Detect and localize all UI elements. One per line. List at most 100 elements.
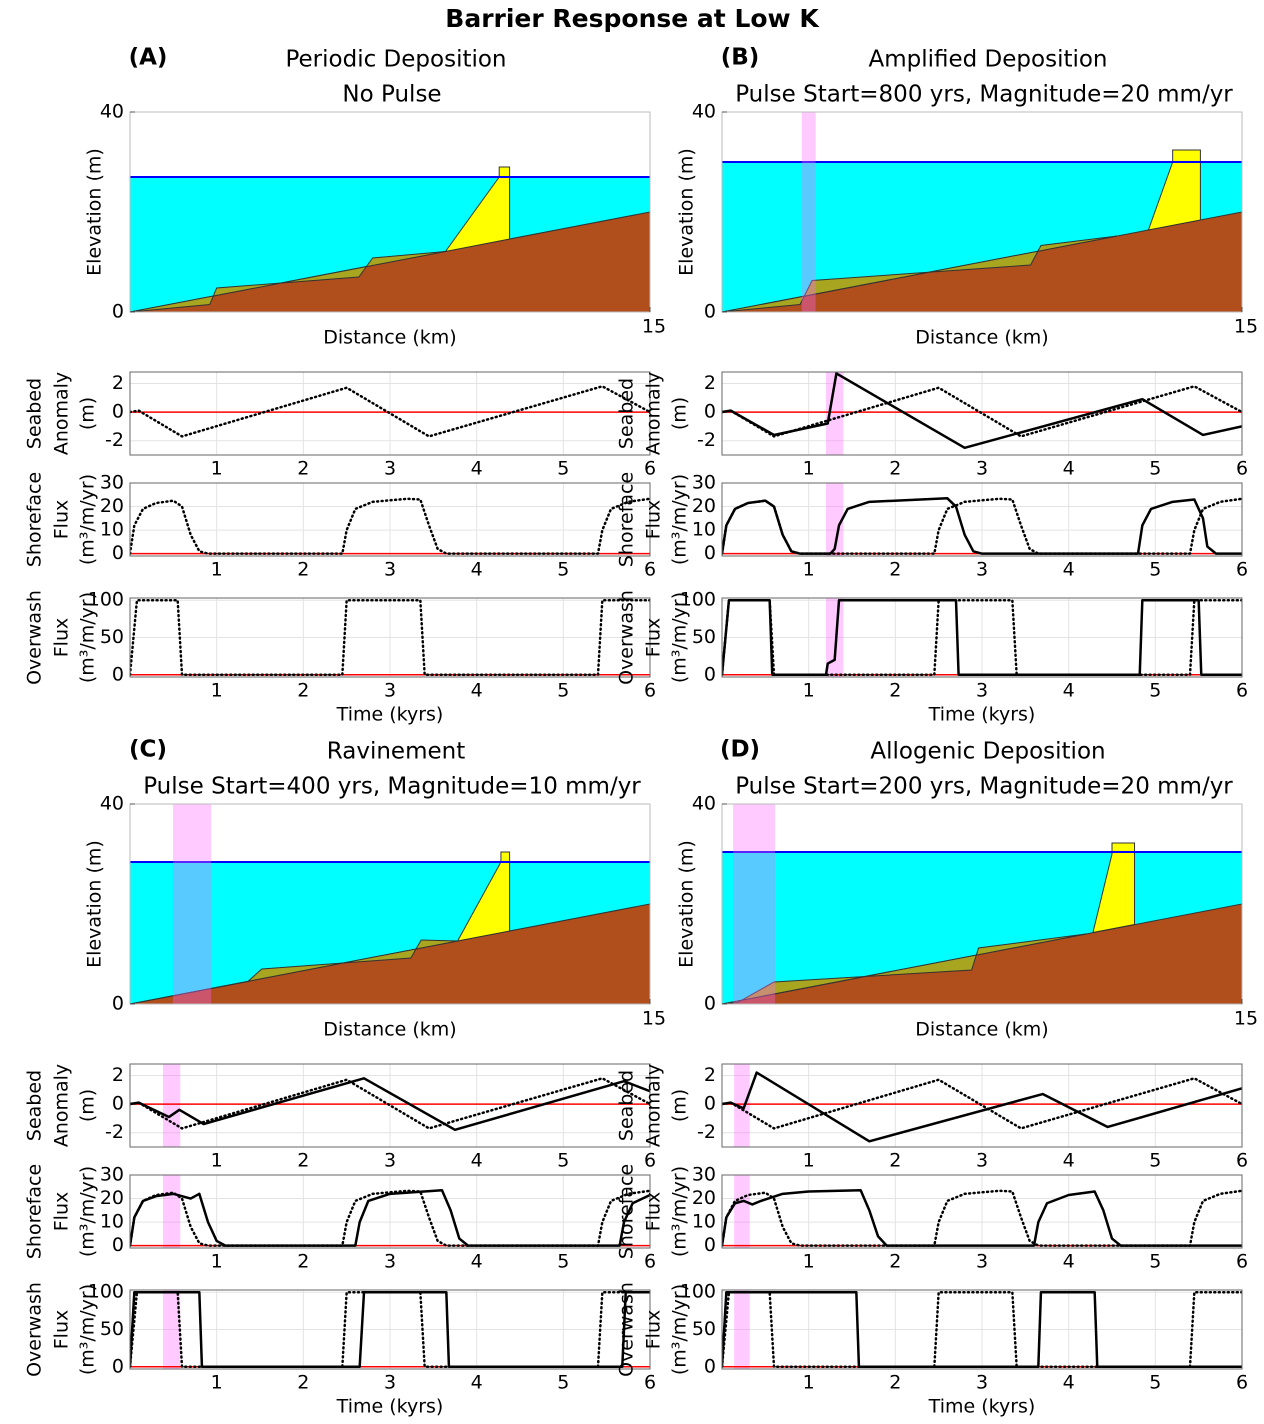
- y-axis-label: (m): [77, 397, 99, 430]
- x-tick-label: 3: [384, 559, 396, 581]
- y-tick-label: 0: [704, 1234, 716, 1256]
- y-tick-label: 40: [692, 101, 716, 123]
- x-tick-label: 2: [297, 458, 309, 480]
- x-tick-label: 5: [557, 680, 569, 702]
- pulse-series: [722, 497, 1242, 555]
- y-axis-label: Shoreface: [24, 1164, 46, 1259]
- y-axis-label: (m³/m/yr): [669, 1166, 691, 1257]
- axes-box: [129, 1289, 651, 1370]
- y-axis-label: Overwash: [616, 590, 638, 685]
- pulse-band: [162, 1064, 181, 1147]
- y-tick-label: 0: [704, 663, 716, 685]
- axes-box: [721, 111, 1243, 313]
- x-tick-label: 4: [1063, 1150, 1075, 1172]
- y-axis-label: Elevation (m): [676, 840, 698, 968]
- y-axis-label: (m³/m/yr): [669, 474, 691, 565]
- x-tick-label: 15: [642, 316, 666, 338]
- y-axis-label: Anomaly: [643, 1064, 665, 1147]
- x-tick-label: 15: [1234, 1008, 1258, 1030]
- x-axis-label: Time (kyrs): [928, 1396, 1036, 1418]
- axes-box: [129, 371, 651, 456]
- x-tick-label: 5: [557, 1372, 569, 1394]
- pulse-series: [722, 1290, 1242, 1369]
- y-tick-label: 100: [680, 589, 716, 611]
- x-tick-label: 3: [976, 680, 988, 702]
- panel-subtitle: Pulse Start=800 yrs, Magnitude=20 mm/yr: [735, 82, 1233, 108]
- x-tick-label: 1: [211, 458, 223, 480]
- profile-layer: [722, 933, 1087, 1004]
- x-tick-label: 1: [211, 559, 223, 581]
- x-axis-label: Time (kyrs): [928, 704, 1036, 726]
- profile-layer: [1147, 149, 1201, 231]
- x-tick-label: 15: [1234, 316, 1258, 338]
- x-tick-label: 6: [644, 559, 656, 581]
- y-tick-label: 20: [100, 1187, 124, 1209]
- x-tick-label: 4: [1063, 1251, 1075, 1273]
- x-tick-label: 2: [889, 1150, 901, 1172]
- x-tick-label: 6: [1236, 559, 1248, 581]
- y-axis-label: Anomaly: [51, 372, 73, 455]
- y-axis-label: Seabed: [616, 378, 638, 449]
- profile-layer: [444, 166, 511, 253]
- x-tick-label: 2: [889, 1372, 901, 1394]
- y-tick-label: 2: [704, 1064, 716, 1086]
- x-tick-label: 6: [644, 1150, 656, 1172]
- x-tick-label: 5: [557, 1150, 569, 1172]
- y-tick-label: 100: [88, 1281, 124, 1303]
- profile-layer: [722, 235, 1118, 312]
- reference-series: [722, 1290, 1242, 1369]
- x-tick-label: 3: [384, 1150, 396, 1172]
- x-tick-label: 4: [1063, 1372, 1075, 1394]
- y-tick-label: 0: [112, 663, 124, 685]
- pulse-series: [722, 372, 1242, 450]
- x-tick-label: 4: [471, 559, 483, 581]
- pulse-band: [826, 598, 844, 677]
- axes-box: [129, 597, 651, 678]
- y-tick-label: 20: [100, 495, 124, 517]
- x-tick-label: 6: [644, 1251, 656, 1273]
- y-tick-label: 0: [704, 542, 716, 564]
- y-tick-label: 100: [88, 589, 124, 611]
- y-tick-label: -2: [105, 1121, 124, 1143]
- y-tick-label: 0: [704, 1355, 716, 1377]
- y-axis-label: (m³/m/yr): [669, 1284, 691, 1375]
- x-axis-label: Time (kyrs): [336, 704, 444, 726]
- x-tick-label: 5: [1149, 1251, 1161, 1273]
- x-tick-label: 6: [644, 680, 656, 702]
- x-tick-label: 1: [211, 1150, 223, 1172]
- y-axis-label: Elevation (m): [84, 148, 106, 276]
- y-tick-label: 10: [100, 519, 124, 541]
- y-axis-label: Seabed: [616, 1070, 638, 1141]
- x-tick-label: 1: [803, 559, 815, 581]
- x-tick-label: 6: [1236, 1150, 1248, 1172]
- x-tick-label: 5: [557, 1251, 569, 1273]
- x-tick-label: 5: [1149, 458, 1161, 480]
- y-axis-label: (m): [669, 397, 691, 430]
- y-axis-label: Flux: [643, 1192, 665, 1232]
- axes-box: [721, 1289, 1243, 1370]
- y-axis-label: Elevation (m): [84, 840, 106, 968]
- y-tick-label: 10: [100, 1211, 124, 1233]
- y-tick-label: 2: [112, 372, 124, 394]
- y-axis-label: Flux: [51, 618, 73, 658]
- y-tick-label: 30: [100, 472, 124, 494]
- y-tick-label: -2: [697, 429, 716, 451]
- axes-box: [129, 111, 651, 313]
- reference-series: [722, 1189, 1242, 1247]
- y-axis-label: Anomaly: [643, 372, 665, 455]
- pulse-band: [734, 1064, 750, 1147]
- pulse-band: [162, 1290, 181, 1369]
- x-tick-label: 5: [1149, 1150, 1161, 1172]
- pulse-band: [734, 1290, 750, 1369]
- y-tick-label: 50: [692, 626, 716, 648]
- x-tick-label: 2: [297, 1372, 309, 1394]
- x-tick-label: 3: [976, 559, 988, 581]
- x-tick-label: 5: [1149, 680, 1161, 702]
- x-tick-label: 6: [644, 1372, 656, 1394]
- y-axis-label: Overwash: [24, 590, 46, 685]
- axes-box: [721, 482, 1243, 557]
- x-tick-label: 3: [976, 1150, 988, 1172]
- pulse-band: [734, 1175, 750, 1248]
